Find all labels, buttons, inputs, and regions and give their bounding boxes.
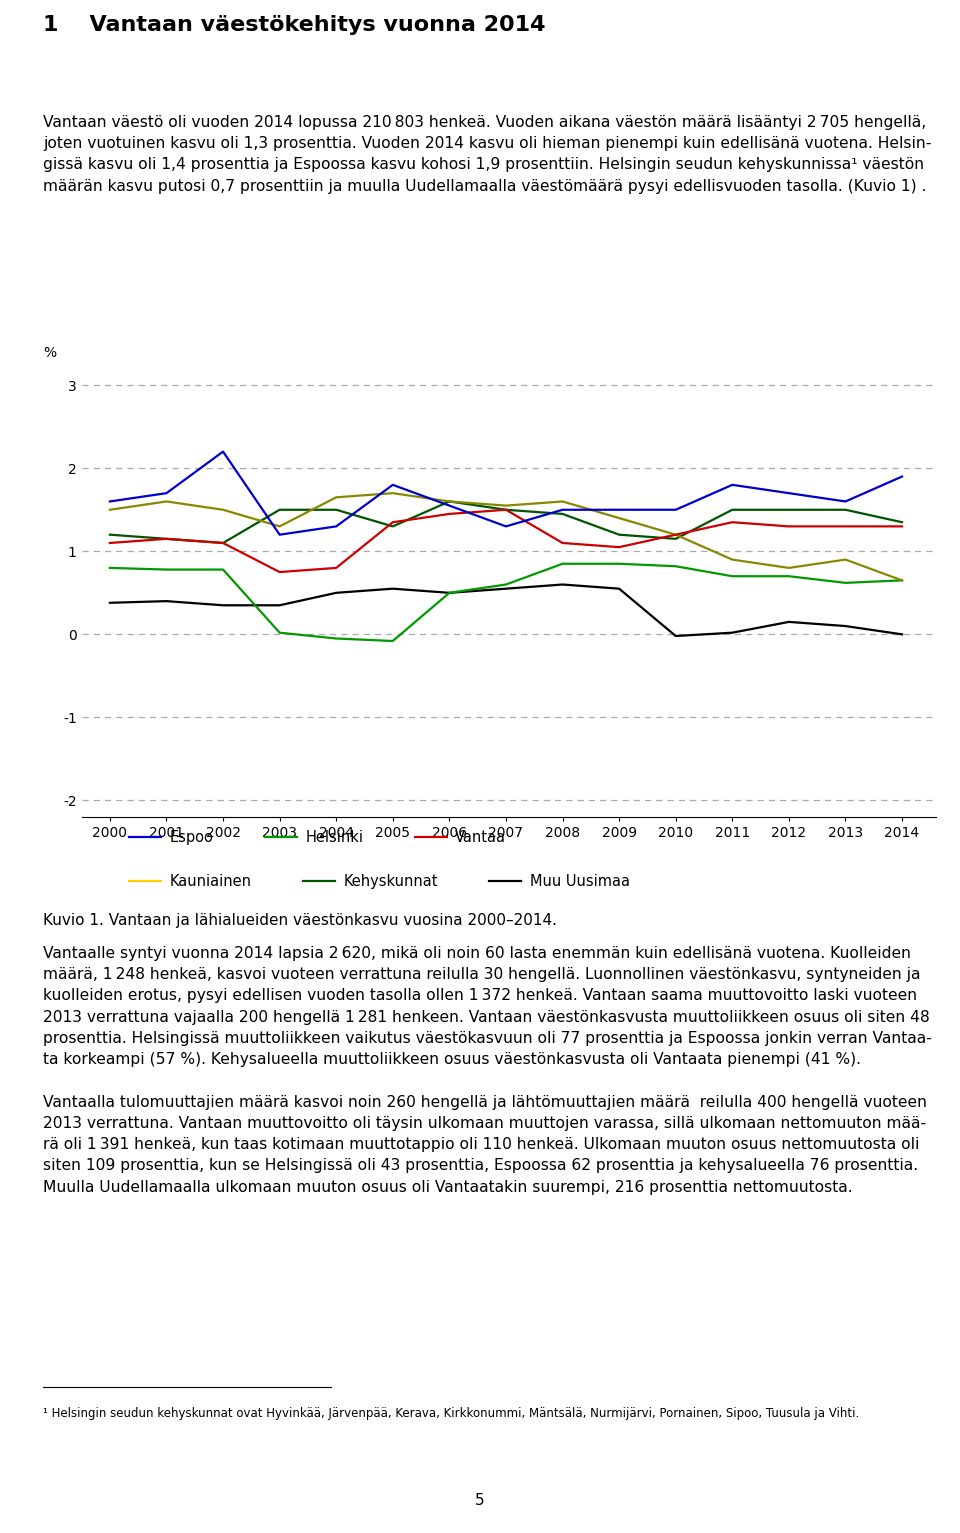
Text: 5: 5	[475, 1493, 485, 1508]
Text: %: %	[43, 346, 57, 360]
Text: ¹ Helsingin seudun kehyskunnat ovat Hyvinkää, Järvenpää, Kerava, Kirkkonummi, Mä: ¹ Helsingin seudun kehyskunnat ovat Hyvi…	[43, 1407, 859, 1420]
Text: Vantaan väestö oli vuoden 2014 lopussa 210 803 henkeä. Vuoden aikana väestön mää: Vantaan väestö oli vuoden 2014 lopussa 2…	[43, 115, 931, 193]
Legend: Kauniainen, Kehyskunnat, Muu Uusimaa: Kauniainen, Kehyskunnat, Muu Uusimaa	[123, 868, 636, 895]
Text: Kuvio 1. Vantaan ja lähialueiden väestönkasvu vuosina 2000–2014.: Kuvio 1. Vantaan ja lähialueiden väestön…	[43, 914, 557, 927]
Text: Vantaalle syntyi vuonna 2014 lapsia 2 620, mikä oli noin 60 lasta enemmän kuin e: Vantaalle syntyi vuonna 2014 lapsia 2 62…	[43, 946, 932, 1194]
Text: 1    Vantaan väestökehitys vuonna 2014: 1 Vantaan väestökehitys vuonna 2014	[43, 15, 545, 35]
